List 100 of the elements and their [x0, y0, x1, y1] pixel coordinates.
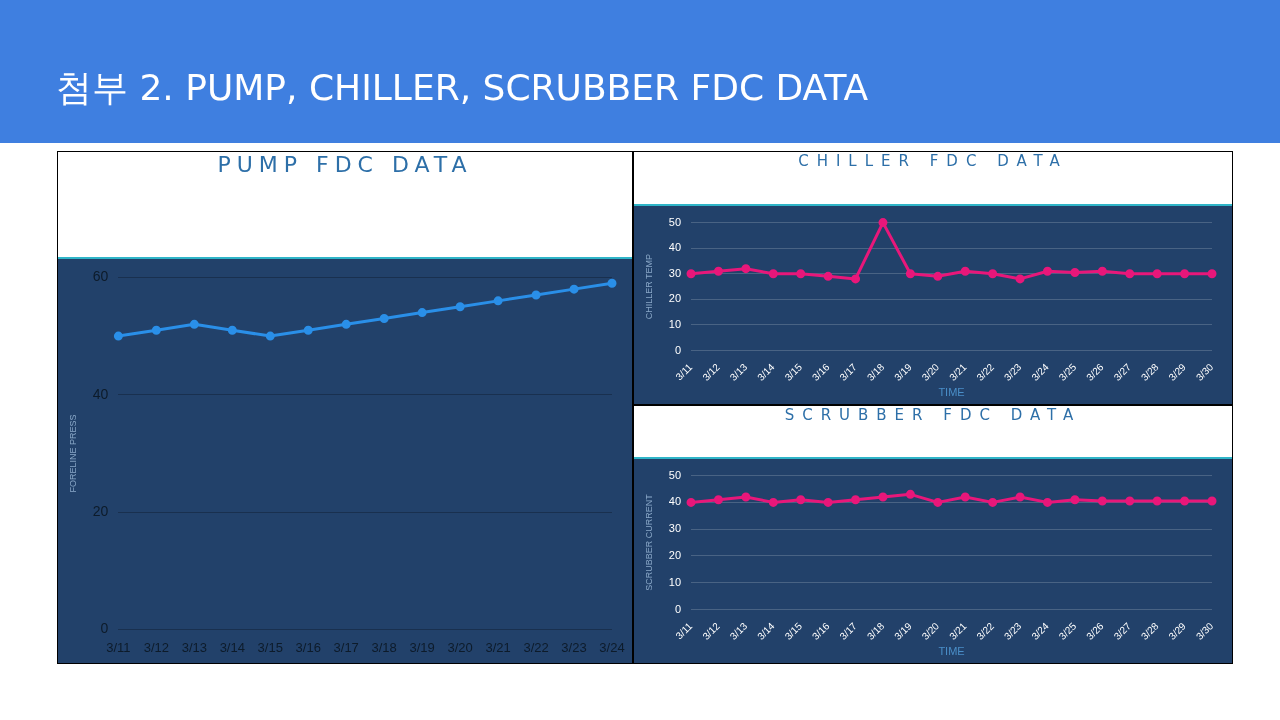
point	[303, 325, 313, 335]
x-tick-label: 3/16	[295, 639, 321, 655]
point	[1070, 268, 1080, 277]
x-tick-label: 3/29	[1166, 620, 1189, 642]
y-tick-label: 60	[92, 268, 109, 285]
x-tick-label: 3/21	[947, 361, 969, 383]
point	[1097, 496, 1107, 506]
x-tick-label: 3/11	[673, 620, 695, 642]
point	[988, 269, 998, 279]
x-tick-label: 3/12	[700, 620, 723, 642]
point	[455, 302, 465, 312]
y-axis-title: CHILLER TEMP	[643, 253, 654, 320]
x-tick-label: 3/28	[1138, 620, 1161, 642]
point	[796, 269, 806, 279]
point	[1152, 496, 1162, 506]
x-tick-label: 3/13	[727, 620, 750, 642]
point	[607, 278, 617, 288]
y-tick-label: 20	[668, 549, 682, 561]
point	[1180, 269, 1190, 279]
point	[341, 319, 351, 329]
y-tick-label: 0	[100, 620, 109, 637]
point	[113, 331, 123, 341]
point	[796, 495, 806, 505]
x-tick-label: 3/26	[1084, 620, 1106, 642]
x-tick-label: 3/24	[599, 639, 625, 655]
x-tick-label: 3/18	[371, 639, 397, 655]
x-tick-label: 3/21	[947, 620, 969, 642]
point	[960, 492, 970, 502]
point	[1015, 274, 1025, 284]
point	[933, 271, 943, 281]
y-tick-label: 0	[674, 343, 682, 356]
x-tick-label: 3/29	[1166, 361, 1189, 383]
x-tick-label: 3/15	[257, 639, 283, 655]
chart-title: PUMP FDC DATA	[217, 152, 473, 177]
y-tick-label: 10	[668, 575, 682, 588]
y-tick-label: 30	[668, 266, 682, 279]
x-tick-label: 3/24	[1029, 361, 1052, 383]
point	[768, 497, 778, 507]
point	[1152, 269, 1162, 279]
x-tick-label: 3/23	[1001, 361, 1024, 383]
point	[851, 495, 861, 505]
point	[1015, 492, 1025, 502]
x-tick-label: 3/20	[919, 620, 942, 642]
point	[851, 274, 861, 284]
point	[189, 319, 199, 329]
point	[768, 269, 778, 279]
x-tick-label: 3/20	[447, 639, 473, 655]
x-tick-label: 3/16	[809, 361, 832, 383]
text: 첨부 2. PUMP, CHILLER, SCRUBBER FDC DATA	[56, 66, 869, 110]
y-tick-label: 40	[668, 495, 682, 508]
x-tick-label: 3/16	[809, 620, 832, 642]
chart-title: CHILLER FDC DATA	[798, 152, 1068, 170]
x-tick-label: 3/19	[892, 361, 915, 383]
y-axis-title: SCRUBBER CURRENT	[643, 493, 654, 591]
x-tick-label: 3/28	[1138, 361, 1161, 383]
point	[1125, 269, 1135, 279]
y-tick-label: 0	[674, 602, 682, 615]
y-tick-label: 50	[668, 468, 682, 481]
y-tick-label: 40	[92, 385, 109, 402]
x-tick-label: 3/24	[1029, 620, 1052, 642]
point	[741, 264, 751, 274]
point	[878, 218, 888, 228]
point	[960, 266, 970, 276]
point	[227, 325, 237, 335]
point	[933, 497, 943, 507]
x-tick-label: 3/18	[864, 620, 887, 642]
point	[878, 492, 888, 502]
x-tick-label: 3/30	[1193, 361, 1216, 383]
x-tick-label: 3/11	[673, 361, 695, 383]
x-tick-label: 3/22	[974, 620, 997, 642]
y-tick-label: 20	[92, 502, 109, 519]
y-tick-label: 10	[668, 317, 682, 330]
x-tick-label: 3/18	[864, 361, 887, 383]
point	[1207, 269, 1217, 279]
x-tick-label: 3/14	[219, 639, 245, 655]
point	[1042, 497, 1052, 507]
point	[713, 266, 723, 276]
point	[1097, 266, 1107, 276]
point	[1125, 496, 1135, 506]
point	[741, 492, 751, 502]
x-tick-label: 3/14	[755, 361, 777, 383]
point	[379, 313, 389, 323]
x-axis-title: TIME	[938, 386, 965, 399]
point	[531, 290, 541, 300]
x-axis-title: TIME	[938, 645, 965, 658]
x-tick-label: 3/23	[561, 639, 587, 655]
x-tick-label: 3/22	[974, 361, 997, 383]
point	[493, 296, 503, 306]
x-tick-label: 3/12	[143, 639, 169, 655]
point	[1207, 496, 1217, 506]
x-tick-label: 3/19	[892, 620, 915, 642]
point	[905, 269, 915, 279]
x-tick-label: 3/13	[727, 361, 750, 383]
x-tick-label: 3/14	[755, 620, 777, 642]
point	[151, 325, 161, 335]
point	[713, 495, 723, 505]
x-tick-label: 3/22	[523, 639, 549, 655]
x-tick-label: 3/30	[1193, 620, 1216, 642]
point	[417, 308, 427, 318]
point	[265, 331, 275, 341]
